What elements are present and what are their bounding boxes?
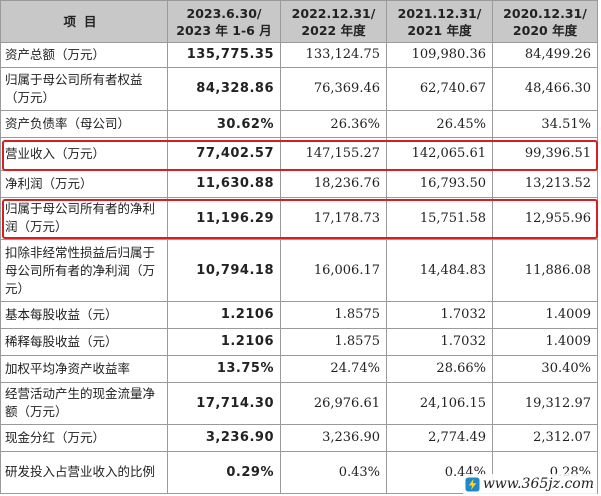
header-date: 2022.12.31/ xyxy=(291,5,376,21)
cell-value-2023h1: 1.2106 xyxy=(167,327,281,356)
cell-value-2022: 17,178.73 xyxy=(280,196,387,241)
row-label: 净利润（万元） xyxy=(0,169,168,198)
cell-value-2022: 18,236.76 xyxy=(280,169,387,198)
cell-value-2022: 1.8575 xyxy=(280,301,387,329)
cell-value-2020: 13,213.52 xyxy=(492,169,598,198)
table-row-debt-ratio: 资产负债率（母公司） 30.62% 26.36% 26.45% 34.51% xyxy=(0,110,598,138)
cell-value-2020: 99,396.51 xyxy=(492,136,598,171)
row-label: 归属于母公司所有者的净利润（万元） xyxy=(0,196,168,241)
header-date: 2021.12.31/ xyxy=(397,5,482,21)
table-row-parent-equity: 归属于母公司所有者权益（万元） 84,328.86 76,369.46 62,7… xyxy=(0,66,598,112)
row-label: 营业收入（万元） xyxy=(0,136,168,171)
cell-value-2020: 11,886.08 xyxy=(492,239,598,303)
header-period: 2020 年度 xyxy=(512,22,578,38)
row-label: 加权平均净资产收益率 xyxy=(0,354,168,383)
table-row-total-assets: 资产总额（万元） 135,775.35 133,124.75 109,980.3… xyxy=(0,42,598,68)
cell-value-2020: 48,466.30 xyxy=(492,66,598,112)
row-label: 资产总额（万元） xyxy=(0,42,168,68)
cell-value-2021: 15,751.58 xyxy=(386,196,493,241)
row-label: 现金分红（万元） xyxy=(0,423,168,452)
table-row-revenue: 营业收入（万元） 77,402.57 147,155.27 142,065.61… xyxy=(0,136,598,171)
lightning-bolt-icon xyxy=(465,476,480,492)
cell-value-2022: 26.36% xyxy=(280,110,387,138)
cell-value-2023h1: 77,402.57 xyxy=(167,136,281,171)
row-label: 归属于母公司所有者权益（万元） xyxy=(0,66,168,112)
cell-value-2023h1: 135,775.35 xyxy=(167,42,281,68)
header-cell-2022: 2022.12.31/ 2022 年度 xyxy=(280,0,387,43)
cell-value-2020: 1.4009 xyxy=(492,301,598,329)
cell-value-2021: 1.7032 xyxy=(386,301,493,329)
row-label: 经营活动产生的现金流量净额（万元） xyxy=(0,381,168,425)
row-label: 稀释每股收益（元） xyxy=(0,327,168,356)
cell-value-2021: 14,484.83 xyxy=(386,239,493,303)
cell-value-2020: 19,312.97 xyxy=(492,381,598,425)
cell-value-2022: 3,236.90 xyxy=(280,423,387,452)
cell-value-2023h1: 0.29% xyxy=(167,450,281,495)
cell-value-2020: 1.4009 xyxy=(492,327,598,356)
cell-value-2022: 133,124.75 xyxy=(280,42,387,68)
cell-value-2023h1: 17,714.30 xyxy=(167,381,281,425)
cell-value-2023h1: 13.75% xyxy=(167,354,281,383)
cell-value-2022: 1.8575 xyxy=(280,327,387,356)
cell-value-2020: 2,312.07 xyxy=(492,423,598,452)
cell-value-2022: 24.74% xyxy=(280,354,387,383)
header-period: 2021 年度 xyxy=(407,22,472,38)
cell-value-2020: 12,955.96 xyxy=(492,196,598,241)
header-cell-2023h1: 2023.6.30/ 2023 年 1-6 月 xyxy=(167,0,281,43)
header-cell-item: 项目 xyxy=(0,0,168,43)
header-date: 2023.6.30/ xyxy=(186,5,262,21)
cell-value-2023h1: 1.2106 xyxy=(167,301,281,329)
cell-value-2022: 0.43% xyxy=(280,450,387,495)
header-period: 2023 年 1-6 月 xyxy=(176,22,272,38)
cell-value-2020: 84,499.26 xyxy=(492,42,598,68)
cell-value-2022: 16,006.17 xyxy=(280,239,387,303)
cell-value-2020: 34.51% xyxy=(492,110,598,138)
cell-value-2021: 62,740.67 xyxy=(386,66,493,112)
watermark-text: www.365jz.com xyxy=(482,476,594,492)
table-row-basic-eps: 基本每股收益（元） 1.2106 1.8575 1.7032 1.4009 xyxy=(0,301,598,329)
cell-value-2022: 26,976.61 xyxy=(280,381,387,425)
table-header-row: 项目 2023.6.30/ 2023 年 1-6 月 2022.12.31/ 2… xyxy=(0,0,598,43)
cell-value-2021: 26.45% xyxy=(386,110,493,138)
table-row-adjusted-net-profit: 扣除非经常性损益后归属于母公司所有者的净利润（万元） 10,794.18 16,… xyxy=(0,239,598,303)
watermark: www.365jz.com xyxy=(462,474,597,494)
row-label: 资产负债率（母公司） xyxy=(0,110,168,138)
cell-value-2021: 2,774.49 xyxy=(386,423,493,452)
table-row-net-profit: 净利润（万元） 11,630.88 18,236.76 16,793.50 13… xyxy=(0,169,598,198)
cell-value-2022: 147,155.27 xyxy=(280,136,387,171)
table-row-roe: 加权平均净资产收益率 13.75% 24.74% 28.66% 30.40% xyxy=(0,354,598,383)
cell-value-2022: 76,369.46 xyxy=(280,66,387,112)
cell-value-2021: 24,106.15 xyxy=(386,381,493,425)
row-label: 基本每股收益（元） xyxy=(0,301,168,329)
table-row-operating-cash-flow: 经营活动产生的现金流量净额（万元） 17,714.30 26,976.61 24… xyxy=(0,381,598,425)
header-period: 2022 年度 xyxy=(301,22,366,38)
row-label: 扣除非经常性损益后归属于母公司所有者的净利润（万元） xyxy=(0,239,168,303)
header-cell-2021: 2021.12.31/ 2021 年度 xyxy=(386,0,493,43)
cell-value-2023h1: 3,236.90 xyxy=(167,423,281,452)
header-cell-2020: 2020.12.31/ 2020 年度 xyxy=(492,0,598,43)
cell-value-2021: 142,065.61 xyxy=(386,136,493,171)
table-row-cash-dividend: 现金分红（万元） 3,236.90 3,236.90 2,774.49 2,31… xyxy=(0,423,598,452)
cell-value-2021: 0.44% xyxy=(386,450,493,495)
cell-value-2021: 16,793.50 xyxy=(386,169,493,198)
cell-value-2021: 1.7032 xyxy=(386,327,493,356)
row-label: 研发投入占营业收入的比例 xyxy=(0,450,168,495)
cell-value-2023h1: 10,794.18 xyxy=(167,239,281,303)
cell-value-2021: 28.66% xyxy=(386,354,493,383)
cell-value-2023h1: 11,196.29 xyxy=(167,196,281,241)
table-row-parent-net-profit: 归属于母公司所有者的净利润（万元） 11,196.29 17,178.73 15… xyxy=(0,196,598,241)
cell-value-2023h1: 30.62% xyxy=(167,110,281,138)
header-date: 2020.12.31/ xyxy=(503,5,587,21)
cell-value-2023h1: 11,630.88 xyxy=(167,169,281,198)
table-row-diluted-eps: 稀释每股收益（元） 1.2106 1.8575 1.7032 1.4009 xyxy=(0,327,598,356)
cell-value-2020: 30.40% xyxy=(492,354,598,383)
cell-value-2021: 109,980.36 xyxy=(386,42,493,68)
cell-value-2023h1: 84,328.86 xyxy=(167,66,281,112)
